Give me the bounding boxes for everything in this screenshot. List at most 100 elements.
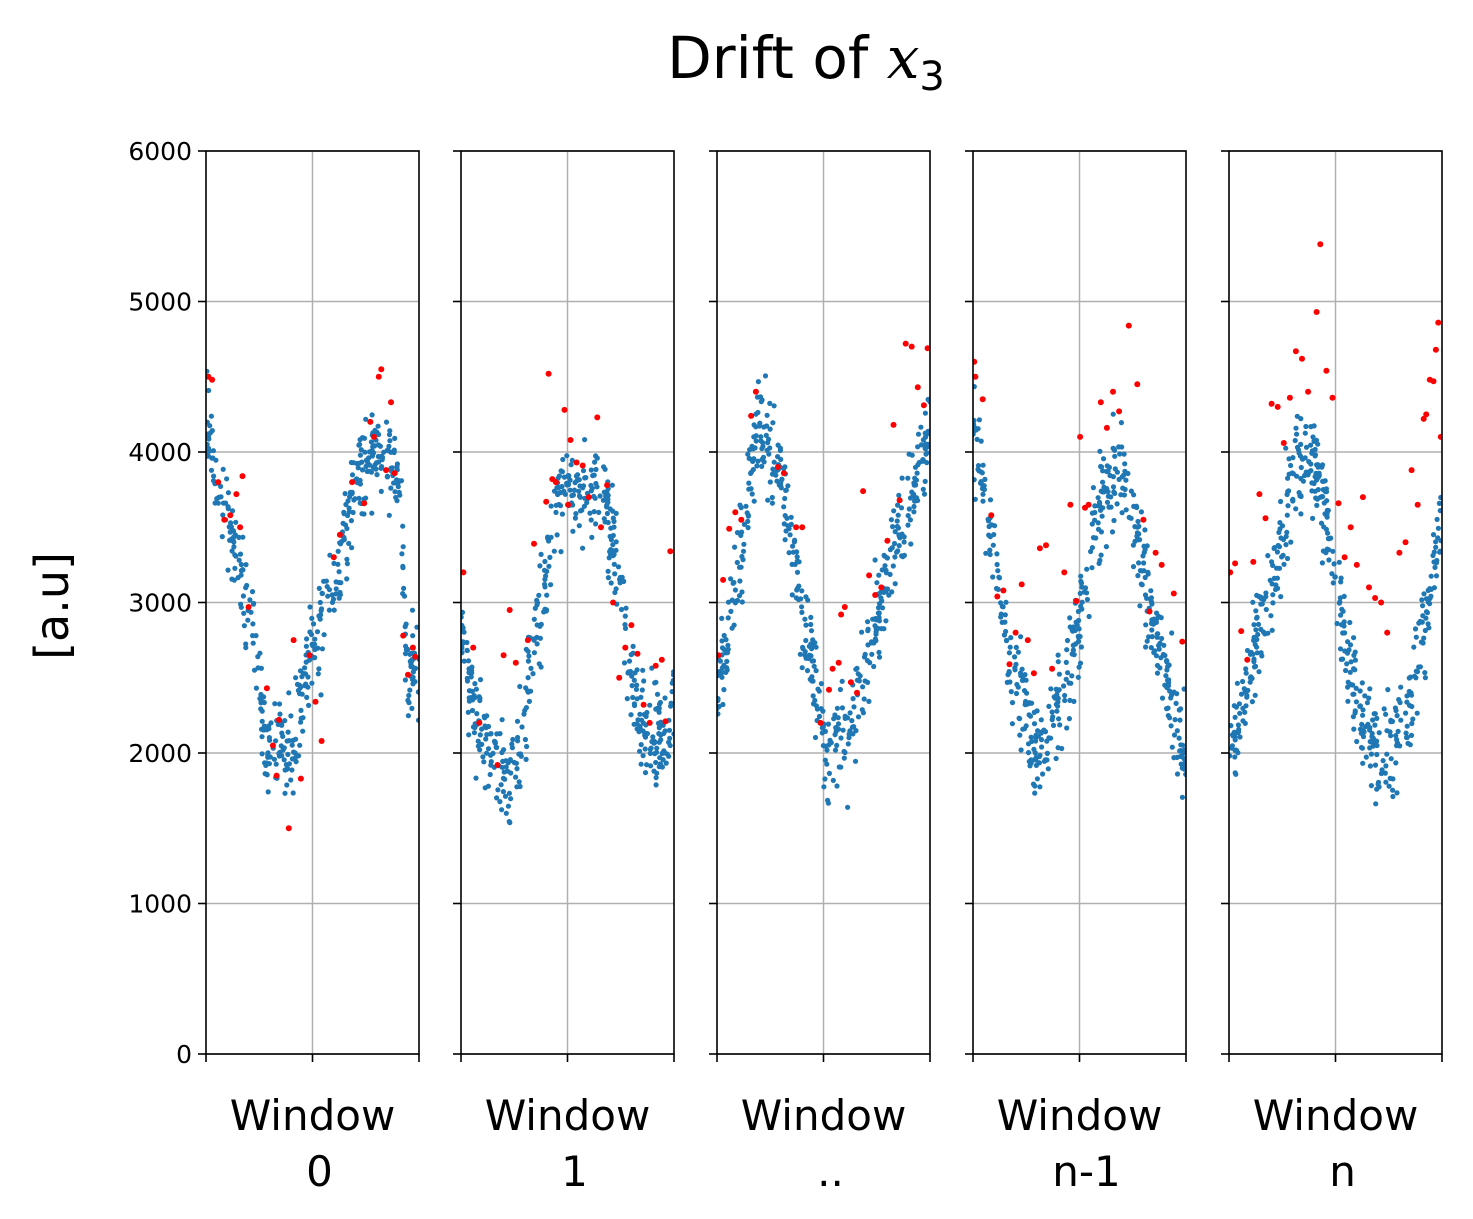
- data-point: [1071, 698, 1077, 705]
- data-point: [1028, 757, 1034, 763]
- outlier-point: [383, 467, 390, 474]
- data-point: [1164, 706, 1170, 712]
- outlier-point: [1317, 241, 1324, 248]
- data-point: [218, 483, 224, 489]
- data-point: [901, 534, 907, 540]
- data-point: [891, 540, 898, 547]
- data-point: [976, 417, 983, 423]
- data-point: [258, 691, 264, 698]
- data-point: [734, 597, 741, 604]
- data-point: [471, 730, 477, 736]
- outlier-point: [330, 554, 337, 561]
- outlier-point: [1110, 388, 1116, 395]
- data-point: [1378, 770, 1384, 777]
- data-point: [319, 646, 325, 652]
- data-point: [721, 687, 727, 693]
- outlier-point: [738, 516, 745, 523]
- data-point: [480, 754, 486, 760]
- outlier-point: [841, 604, 848, 610]
- data-point: [367, 468, 373, 474]
- data-point: [517, 683, 523, 690]
- data-point: [1422, 675, 1428, 681]
- data-point: [400, 591, 406, 597]
- data-point: [877, 601, 883, 607]
- data-point: [312, 646, 318, 653]
- data-point: [648, 763, 654, 769]
- data-point: [719, 615, 725, 622]
- data-point: [484, 750, 490, 756]
- data-point: [1342, 630, 1348, 636]
- data-point: [291, 749, 297, 755]
- data-point: [1017, 732, 1023, 738]
- data-point: [1234, 680, 1240, 686]
- data-point: [1434, 516, 1440, 523]
- data-point: [989, 522, 995, 528]
- data-point: [1033, 738, 1039, 744]
- data-point: [546, 538, 552, 544]
- data-point: [1168, 723, 1174, 729]
- data-point: [724, 650, 731, 656]
- data-point: [663, 760, 669, 766]
- outlier-point: [1238, 628, 1245, 635]
- data-point: [213, 457, 219, 463]
- data-point: [329, 592, 335, 598]
- data-point: [647, 750, 653, 757]
- data-point: [347, 489, 354, 495]
- data-point: [392, 435, 398, 441]
- data-point: [775, 442, 781, 448]
- data-point: [391, 480, 397, 486]
- data-point: [1422, 627, 1428, 634]
- data-point: [1374, 751, 1380, 758]
- data-point: [865, 619, 871, 625]
- outlier-point: [1140, 516, 1147, 523]
- data-point: [1403, 734, 1410, 741]
- data-point: [487, 771, 493, 778]
- data-point: [1398, 717, 1404, 723]
- data-point: [1076, 664, 1082, 670]
- data-point: [1298, 493, 1304, 500]
- data-point: [206, 445, 212, 451]
- data-point: [1069, 651, 1075, 657]
- data-point: [763, 432, 769, 438]
- outlier-point: [1097, 399, 1104, 406]
- data-point: [1363, 754, 1369, 760]
- data-point: [1006, 650, 1013, 656]
- data-point: [985, 518, 992, 524]
- data-point: [405, 646, 411, 653]
- data-point: [1316, 473, 1322, 479]
- data-point: [594, 484, 600, 490]
- data-point: [1235, 722, 1241, 728]
- data-point: [466, 688, 472, 694]
- data-point: [559, 511, 566, 517]
- data-point: [869, 651, 875, 657]
- data-point: [405, 697, 411, 704]
- data-point: [906, 506, 912, 512]
- data-point: [1372, 722, 1378, 728]
- data-point: [752, 445, 758, 451]
- outlier-point: [872, 592, 879, 598]
- data-point: [1142, 574, 1148, 581]
- data-point: [724, 658, 730, 665]
- data-point: [998, 611, 1004, 617]
- data-point: [1056, 671, 1062, 677]
- data-point: [765, 497, 771, 503]
- data-point: [1100, 479, 1106, 485]
- data-point: [748, 470, 754, 476]
- data-point: [1411, 644, 1417, 650]
- data-point: [580, 545, 586, 551]
- x-axis-label-line2: ..: [817, 1147, 844, 1196]
- data-point: [1082, 585, 1089, 591]
- data-point: [331, 560, 337, 567]
- data-point: [580, 468, 587, 474]
- data-point: [386, 432, 393, 438]
- x-axis-label-line1: Window: [1253, 1091, 1419, 1140]
- data-point: [1068, 680, 1074, 686]
- data-point: [1408, 732, 1415, 739]
- data-point: [1146, 634, 1152, 640]
- data-point: [1123, 507, 1129, 513]
- data-point: [1019, 666, 1025, 672]
- data-point: [325, 593, 331, 599]
- data-point: [1076, 626, 1082, 632]
- data-point: [1404, 723, 1410, 729]
- data-point: [1383, 711, 1389, 717]
